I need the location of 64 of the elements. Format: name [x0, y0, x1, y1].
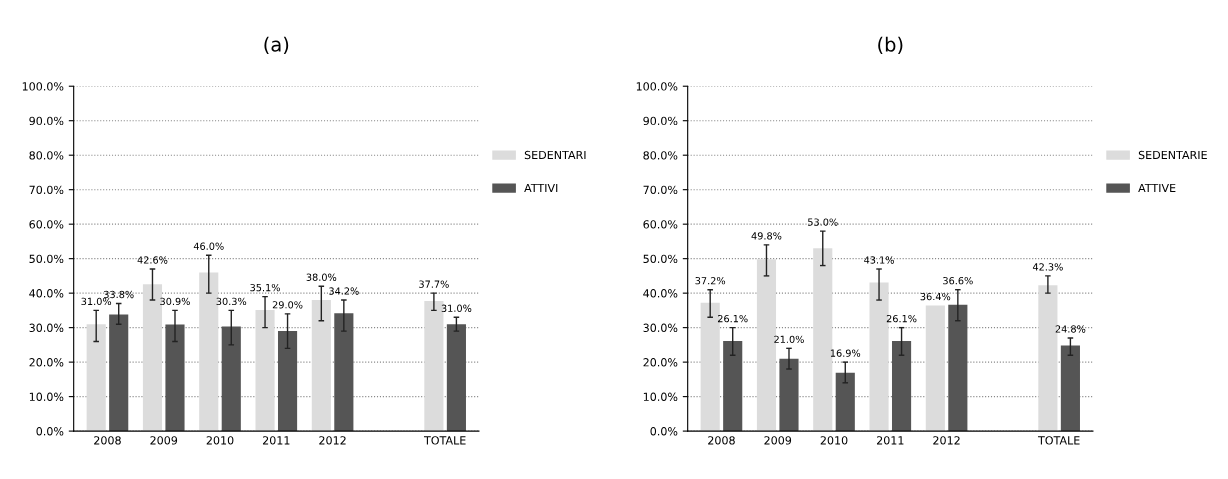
- x-tick-label: 2012: [933, 436, 960, 445]
- y-tick-label: 20.0%: [643, 358, 678, 367]
- data-label: 36.6%: [943, 277, 973, 285]
- y-tick-label: 60.0%: [29, 220, 64, 229]
- data-label: 37.2%: [695, 277, 726, 285]
- chart-title: (b): [878, 36, 903, 55]
- x-tick-label: TOTALE: [1037, 436, 1080, 445]
- legend-label: ATTIVE: [1138, 183, 1176, 192]
- y-tick-label: 10.0%: [643, 392, 678, 401]
- x-tick-label: TOTALE: [423, 436, 466, 445]
- data-label: 37.7%: [419, 280, 449, 288]
- y-tick-label: 50.0%: [643, 254, 678, 264]
- data-label: 46.0%: [193, 242, 224, 250]
- x-tick-label: 2010: [206, 436, 234, 445]
- x-tick-label: 2012: [319, 436, 346, 445]
- data-label: 31.0%: [81, 297, 112, 306]
- data-label: 16.9%: [830, 349, 861, 357]
- data-label: 35.1%: [250, 283, 280, 292]
- y-tick-label: 60.0%: [643, 220, 678, 229]
- data-label: 42.6%: [137, 256, 168, 264]
- y-tick-label: 30.0%: [643, 323, 678, 333]
- y-tick-label: 90.0%: [643, 116, 678, 126]
- y-tick-label: 100.0%: [22, 82, 64, 91]
- data-label: 33.8%: [104, 290, 134, 299]
- x-tick-label: 2008: [708, 436, 735, 445]
- legend-label: SEDENTARIE: [1138, 150, 1207, 160]
- y-tick-label: 20.0%: [29, 358, 64, 367]
- y-tick-label: 0.0%: [650, 427, 678, 436]
- y-tick-label: 50.0%: [29, 254, 64, 264]
- x-tick-label: 2009: [764, 436, 792, 445]
- y-tick-label: 10.0%: [29, 392, 64, 401]
- data-label: 49.8%: [751, 232, 782, 240]
- data-label: 26.1%: [886, 314, 917, 323]
- data-label: 53.0%: [808, 218, 838, 226]
- x-tick-label: 2008: [94, 436, 121, 445]
- data-label: 31.0%: [441, 304, 472, 312]
- y-tick-label: 40.0%: [643, 289, 678, 298]
- data-label: 26.1%: [717, 314, 748, 323]
- data-label: 38.0%: [306, 273, 337, 281]
- legend-label: ATTIVI: [524, 183, 558, 192]
- y-tick-label: 100.0%: [636, 82, 678, 91]
- y-tick-label: 90.0%: [29, 116, 64, 126]
- data-label: 34.2%: [329, 287, 359, 295]
- y-tick-label: 30.0%: [29, 323, 64, 333]
- x-tick-label: 2011: [876, 436, 904, 445]
- y-tick-label: 80.0%: [643, 151, 678, 160]
- data-label: 21.0%: [774, 335, 804, 343]
- legend-label: SEDENTARI: [524, 150, 586, 160]
- data-label: 30.3%: [216, 297, 247, 306]
- x-tick-label: 2009: [150, 436, 178, 445]
- x-tick-label: 2011: [262, 436, 290, 445]
- data-label: 29.0%: [272, 301, 303, 309]
- data-label: 30.9%: [160, 297, 190, 306]
- y-tick-label: 80.0%: [29, 151, 64, 160]
- data-label: 43.1%: [864, 256, 894, 264]
- y-tick-label: 70.0%: [29, 185, 64, 195]
- y-tick-label: 70.0%: [643, 185, 678, 195]
- chart-title: (a): [264, 36, 289, 55]
- data-label: 24.8%: [1055, 325, 1086, 333]
- data-label: 42.3%: [1032, 263, 1063, 271]
- data-label: 36.4%: [920, 292, 951, 301]
- x-tick-label: 2010: [820, 436, 848, 445]
- y-tick-label: 40.0%: [29, 289, 64, 298]
- y-tick-label: 0.0%: [36, 427, 64, 436]
